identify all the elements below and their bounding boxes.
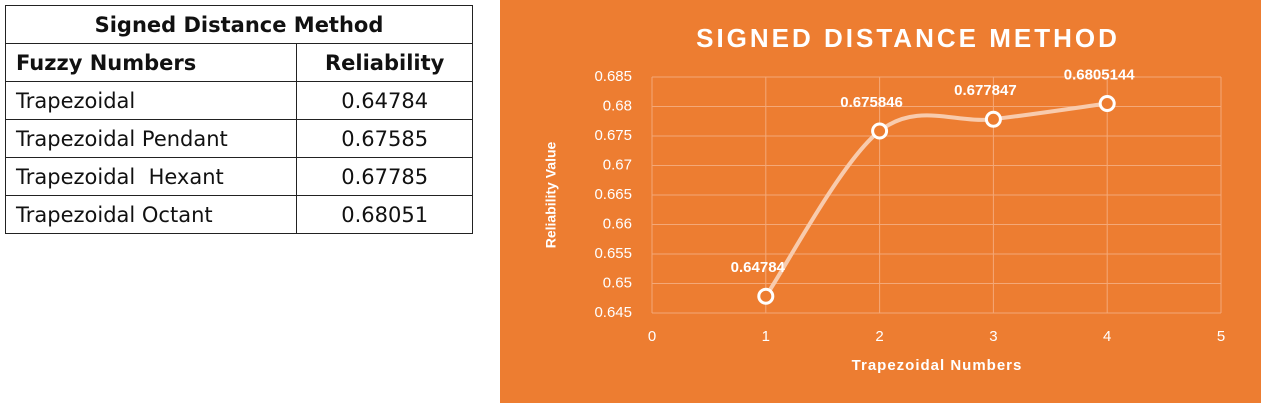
- x-tick-label: 0: [648, 328, 656, 345]
- point-marker: [1098, 94, 1116, 112]
- x-tick-label: 5: [1217, 328, 1225, 345]
- y-tick-label: 0.675: [594, 127, 632, 144]
- y-tick-label: 0.685: [594, 68, 632, 85]
- table-cell: Fuzzy Numbers: [4, 43, 298, 82]
- chart-title: SIGNED DISTANCE METHOD: [696, 23, 1120, 53]
- x-axis-label: Trapezoidal Numbers: [852, 357, 1023, 374]
- point-marker: [757, 287, 775, 305]
- table-row: Signed Distance Method: [5, 5, 473, 44]
- data-label: 0.64784: [731, 259, 786, 276]
- point-marker: [984, 110, 1002, 128]
- series-line: [764, 101, 1108, 298]
- y-tick-label: 0.645: [594, 304, 632, 321]
- y-tick-label: 0.68: [603, 97, 632, 114]
- point-marker: [871, 122, 889, 140]
- data-label: 0.677847: [954, 82, 1017, 99]
- table-row: Trapezoidal 0.64784: [4, 81, 473, 120]
- table-cell: 0.68051: [296, 195, 473, 234]
- table-row: Trapezoidal Octant 0.68051: [4, 195, 473, 234]
- table-cell: Trapezoidal: [4, 81, 298, 120]
- y-tick-label: 0.655: [594, 245, 632, 262]
- table-row: Trapezoidal Pendant 0.67585: [4, 119, 473, 158]
- table-body: Signed Distance Method Fuzzy Numbers Relia…: [4, 5, 473, 234]
- table-cell: 0.64784: [296, 81, 473, 120]
- table-cell: Signed Distance Method: [5, 5, 473, 44]
- data-table: Signed Distance Method Fuzzy Numbers Relia…: [4, 5, 473, 234]
- y-tick-label: 0.665: [594, 186, 632, 203]
- data-label: 0.6805144: [1064, 66, 1136, 83]
- x-tick-label: 3: [989, 328, 997, 345]
- y-tick-label: 0.67: [603, 156, 632, 173]
- x-tick-label: 1: [762, 328, 770, 345]
- x-tick-label: 2: [875, 328, 883, 345]
- data-label: 0.675846: [840, 94, 903, 111]
- chart-background: [500, 0, 1261, 403]
- table-cell: Trapezoidal Octant: [4, 195, 298, 234]
- y-tick-label: 0.65: [603, 274, 632, 291]
- table-cell: Trapezoidal Pendant: [4, 119, 298, 158]
- y-tick-label: 0.66: [603, 215, 632, 232]
- x-tick-label: 4: [1103, 328, 1111, 345]
- table-cell: 0.67585: [296, 119, 473, 158]
- y-axis-label: Reliability Value: [543, 141, 559, 248]
